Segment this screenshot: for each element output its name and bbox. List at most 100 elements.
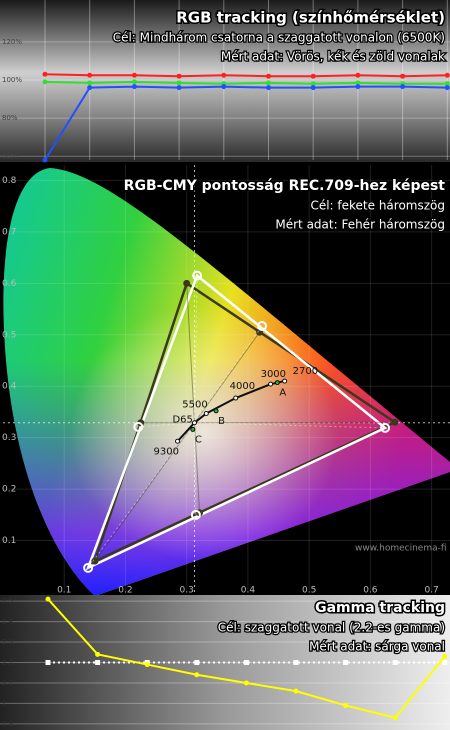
locus-point (268, 381, 274, 387)
chart-subtitle: Mért adat: Vörös, kék és zöld vonalak (221, 50, 445, 64)
y-tick-label: 80% (2, 114, 18, 122)
illuminant-point (213, 408, 219, 414)
gamut-point (391, 418, 399, 426)
locus-label: 5500 (182, 399, 207, 410)
series-line (44, 73, 448, 78)
white-point-ray (194, 331, 260, 424)
marker (310, 85, 316, 91)
white-point-ray (186, 283, 195, 423)
y-tick-label: 0.5 (2, 330, 16, 340)
marker (400, 84, 406, 90)
marker (343, 702, 349, 708)
marker (42, 157, 48, 163)
y-tick-label: 100% (2, 76, 22, 84)
x-tick-label: 0.4 (241, 586, 256, 596)
marker (144, 662, 150, 668)
chart-subtitle: Cél: szaggatott vonal (2.2-es gamma) (218, 621, 445, 635)
white-point-ray (194, 421, 395, 424)
locus-label: D65 (172, 415, 192, 426)
locus-label: 3000 (261, 369, 286, 380)
marker (194, 660, 200, 665)
rgb-background (0, 0, 450, 162)
marker (266, 73, 271, 79)
y-tick-label: 60% (2, 152, 18, 160)
marker (221, 72, 227, 78)
illuminant-label: B (218, 416, 225, 427)
white-point-ray (194, 422, 386, 429)
locus-label: 4000 (230, 381, 255, 392)
y-tick-label: 2.2 (2, 659, 13, 667)
locus-point (203, 410, 209, 416)
gamut-point (91, 557, 99, 565)
marker (392, 660, 398, 665)
white-point-ray (193, 422, 197, 515)
x-tick-label: 0.7 (424, 586, 438, 596)
chart-subtitle: Cél: Mindhárom csatorna a szaggatott von… (113, 31, 445, 45)
marker (131, 72, 137, 78)
marker (221, 84, 227, 90)
y-tick-label: 2.1 (2, 679, 13, 687)
white-point-ray (193, 422, 201, 513)
marker (310, 73, 316, 79)
y-tick-label: 120% (2, 38, 22, 46)
marker (194, 672, 200, 678)
cie-locus-white (3, 168, 450, 596)
marker (444, 81, 450, 87)
marker (243, 660, 249, 665)
marker (310, 81, 316, 87)
white-point-ray (94, 422, 195, 562)
marker (176, 80, 182, 86)
y-tick-label: 0.4 (2, 382, 17, 392)
marker (95, 651, 101, 657)
marker (293, 688, 299, 694)
y-tick-label: 0.7 (2, 227, 16, 237)
locus-label: 2700 (293, 366, 318, 377)
gamut-point (380, 422, 391, 433)
y-tick-label: 0.6 (2, 279, 17, 289)
series-line (44, 85, 448, 161)
locus-point (191, 420, 197, 426)
illuminant-point (274, 380, 280, 386)
locus-point (175, 438, 181, 444)
marker (87, 72, 93, 78)
y-tick-label: 2.5 (2, 597, 13, 605)
y-tick-label: 0.8 (2, 176, 17, 186)
locus-point (233, 395, 239, 401)
watermark: www.homecinema-fi (355, 544, 447, 554)
marker (176, 73, 182, 79)
marker (42, 79, 48, 85)
gamut-point (192, 270, 203, 281)
marker (131, 84, 137, 90)
marker (355, 84, 361, 90)
marker (442, 660, 448, 665)
marker (131, 79, 137, 85)
y-tick-label: 2.4 (2, 618, 14, 626)
marker (343, 660, 349, 665)
marker (293, 660, 299, 665)
series-line (44, 80, 448, 85)
marker (444, 72, 450, 78)
marker (355, 80, 361, 86)
chart-subtitle: Mért adat: sárga vonal (309, 640, 445, 654)
marker (45, 660, 51, 665)
y-tick-label: 0.1 (2, 536, 16, 546)
marker (87, 80, 93, 86)
marker (266, 85, 271, 91)
marker (42, 71, 48, 77)
illuminant-point (190, 426, 196, 432)
chart-title: Gamma tracking (315, 600, 445, 616)
marker (87, 85, 93, 91)
gamut-point (183, 279, 191, 287)
marker (45, 596, 51, 602)
x-tick-label: 0.6 (363, 586, 378, 596)
y-tick-label: 0.2 (2, 485, 16, 495)
marker (176, 85, 182, 91)
chart-subtitle: Mért adat: Fehér háromszög (275, 218, 445, 232)
y-tick-label: 0.3 (2, 433, 16, 443)
gamut-point (257, 321, 268, 332)
marker (444, 85, 450, 91)
white-point-ray (138, 422, 195, 428)
y-tick-label: 2.3 (2, 638, 13, 646)
